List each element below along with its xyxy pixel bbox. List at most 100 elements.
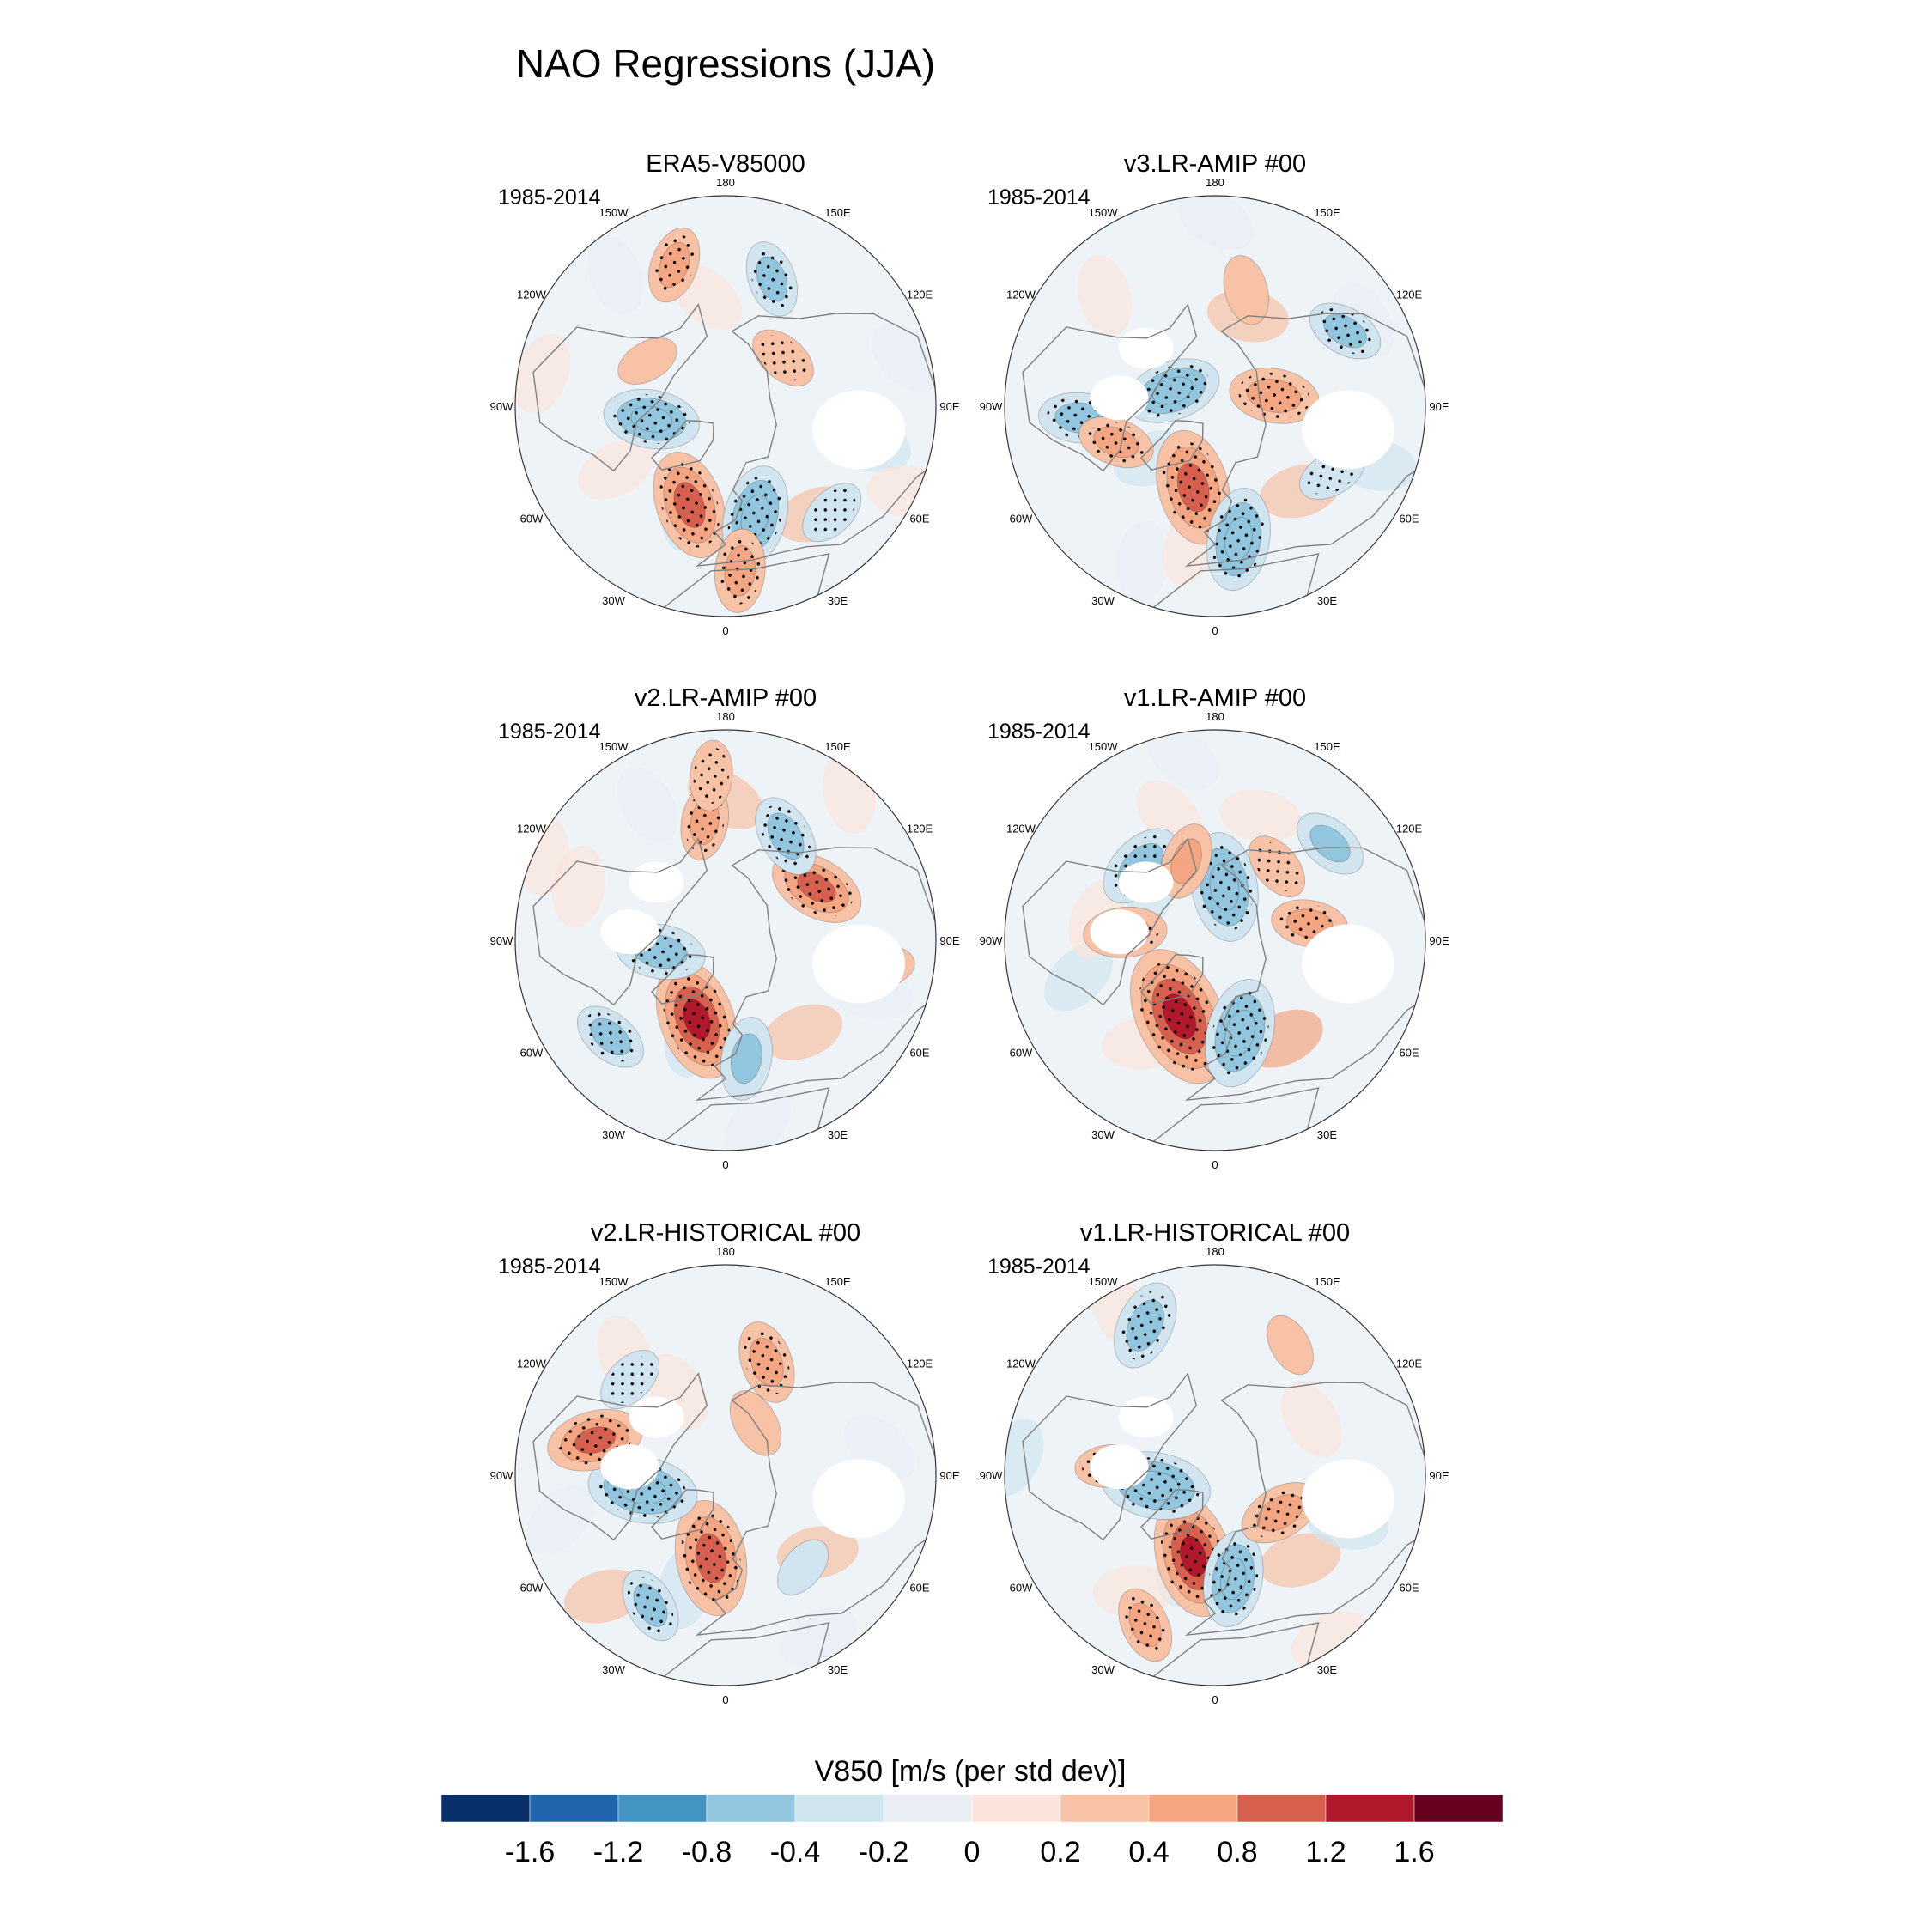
lon-label: 120W: [1006, 289, 1036, 301]
lon-label: 0: [722, 624, 728, 637]
colorbar-tick-label: 0.8: [1217, 1836, 1257, 1868]
background-anomaly: [1280, 1382, 1342, 1458]
coastline: [1022, 1372, 1198, 1541]
missing-data: [1118, 1396, 1174, 1438]
lon-label: 150E: [824, 1275, 851, 1288]
colorbar-box: [617, 1794, 708, 1823]
coastline: [695, 313, 936, 568]
colorbar-tick-label: -0.4: [770, 1836, 821, 1868]
anomaly-cell: [1078, 416, 1154, 468]
lon-label: 0: [1212, 624, 1218, 637]
lon-label: 30W: [1091, 1663, 1115, 1676]
significance-stipple: [663, 971, 731, 1067]
lon-label: 30E: [1317, 1128, 1337, 1141]
lon-label: 150W: [599, 1275, 629, 1288]
lon-label: 90E: [1429, 400, 1449, 413]
significance-stipple: [1086, 421, 1146, 464]
panel-period: 1985-2014: [498, 720, 601, 744]
lon-label: 60E: [909, 1582, 929, 1595]
coastline: [1140, 420, 1204, 471]
anomaly-cell: [1309, 302, 1382, 360]
lon-label: 120W: [1006, 1358, 1036, 1370]
lon-label: 60W: [520, 1582, 544, 1595]
panel-period: 1985-2014: [987, 185, 1091, 210]
coastline: [1184, 313, 1425, 568]
coastline: [1151, 1622, 1320, 1686]
colorbar-tick-label: 0: [964, 1836, 981, 1868]
lon-label: 150W: [1089, 740, 1119, 753]
lon-label: 120E: [907, 1358, 933, 1370]
background-anomaly: [762, 1004, 843, 1060]
significance-stipple: [719, 537, 762, 605]
anomaly-cell: [738, 1321, 795, 1403]
lon-label: 120W: [517, 823, 547, 835]
map-panel-3: 180 150E 120E 90E 60E 30E 0 30W 60W 90W 120W 150W v2…: [490, 684, 960, 1171]
map-border: [514, 195, 937, 617]
background-anomaly: [515, 334, 570, 414]
lon-label: 120E: [907, 289, 933, 301]
lon-label: 180: [716, 176, 735, 189]
coastline: [651, 1489, 714, 1540]
coastline: [532, 837, 708, 1006]
lon-label: 180: [1206, 710, 1224, 723]
panel-period: 1985-2014: [498, 185, 601, 210]
significance-stipple: [627, 1577, 674, 1634]
background-anomaly: [1259, 1533, 1341, 1588]
lon-label: 30W: [602, 1128, 625, 1141]
lon-label: 60E: [1399, 513, 1419, 526]
lon-label: 60W: [520, 1047, 544, 1060]
colorbar-box: [1060, 1794, 1150, 1823]
colorbar: V850 [m/s (per std dev)] -1.6 -1.2 -0.8 -0.…: [440, 1755, 1504, 1868]
anomaly-cell: [653, 452, 726, 559]
colorbar-box: [440, 1794, 531, 1823]
map-border: [514, 1264, 937, 1686]
lon-label: 150W: [599, 740, 629, 753]
significance-stipple: [1254, 841, 1300, 891]
coastline: [1184, 847, 1425, 1102]
coastline: [1184, 1382, 1425, 1637]
background-anomaly: [526, 1485, 595, 1554]
lon-label: 30W: [1091, 1128, 1115, 1141]
background-anomaly: [1044, 942, 1114, 1012]
significance-stipple: [750, 249, 793, 309]
map-border: [1004, 195, 1426, 617]
colorbar-tick-label: 0.2: [1040, 1836, 1080, 1868]
map-border: [1004, 1264, 1426, 1686]
lon-label: 90E: [939, 400, 959, 413]
colorbar-box: [971, 1794, 1061, 1823]
panel-title: v2.LR-AMIP #00: [635, 684, 817, 712]
lon-label: 150W: [1089, 206, 1119, 219]
missing-data: [1090, 909, 1149, 955]
anomaly-cell: [622, 1569, 679, 1642]
significance-stipple: [1211, 990, 1269, 1077]
anomaly-cell: [752, 329, 814, 386]
missing-data: [629, 861, 684, 903]
anomaly-cell: [674, 1499, 748, 1617]
significance-stipple: [1196, 843, 1253, 931]
map-panel-6: 180 150E 120E 90E 60E 30E 0 30W 60W 90W 120W 150W v1…: [980, 1219, 1449, 1706]
background-anomaly: [781, 1606, 857, 1668]
lon-label: 150W: [599, 206, 629, 219]
coastline: [1022, 837, 1198, 1006]
anomaly-cell: [655, 959, 738, 1079]
anomaly-cell: [576, 1005, 644, 1068]
map-field-6: [1005, 1275, 1425, 1686]
missing-data: [1090, 375, 1149, 421]
panel-title: v1.LR-HISTORICAL #00: [1080, 1219, 1350, 1247]
background-anomaly: [1077, 255, 1132, 337]
significance-stipple: [653, 234, 696, 295]
lon-label: 30W: [1091, 594, 1115, 607]
anomaly-cell: [777, 1539, 829, 1595]
lon-label: 30W: [602, 1663, 625, 1676]
coastline: [662, 553, 830, 617]
lon-label: 90W: [980, 934, 1003, 947]
missing-data: [1302, 390, 1395, 470]
lon-label: 120E: [1396, 823, 1423, 835]
lon-label: 150W: [1089, 1275, 1119, 1288]
panel-period: 1985-2014: [987, 720, 1091, 744]
map-panel-5: 180 150E 120E 90E 60E 30E 0 30W 60W 90W 120W 150W v2…: [490, 1219, 960, 1706]
lon-label: 0: [722, 1693, 728, 1706]
map-field-1: [515, 227, 936, 617]
colorbar-box: [1236, 1794, 1327, 1823]
significance-stipple: [744, 1329, 790, 1395]
